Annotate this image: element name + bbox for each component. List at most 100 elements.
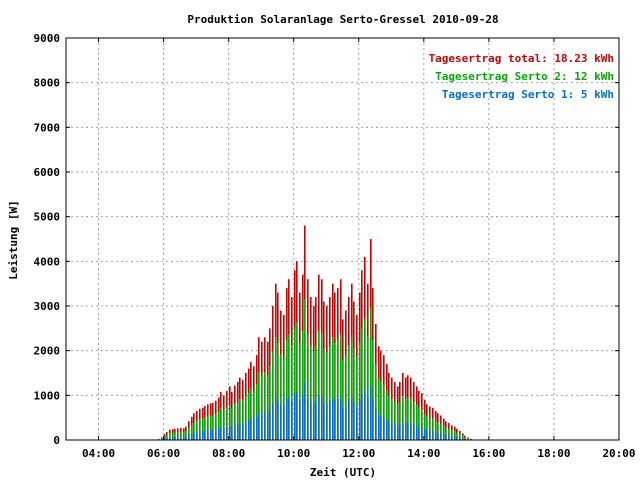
bar-serto1 <box>207 430 209 440</box>
bar-serto1 <box>345 405 347 440</box>
bar-serto1 <box>212 430 214 440</box>
bar-serto1 <box>307 397 309 440</box>
bar-serto1 <box>359 400 361 440</box>
bar-serto1 <box>388 422 390 440</box>
bar-serto1 <box>375 409 377 440</box>
bar-serto1 <box>226 427 228 440</box>
bar-serto1 <box>310 401 312 440</box>
bar-serto1 <box>353 403 355 440</box>
bar-serto1 <box>421 427 423 440</box>
bar-serto1 <box>318 395 320 440</box>
y-tick-label: 8000 <box>34 77 61 90</box>
bar-serto1 <box>397 426 399 440</box>
x-tick-label: 06:00 <box>147 447 180 460</box>
bar-serto1 <box>426 430 428 440</box>
legend-serto2: Tagesertrag Serto 2: 12 kWh <box>435 70 614 83</box>
x-tick-label: 18:00 <box>537 447 570 460</box>
bar-serto1 <box>218 429 220 440</box>
bar-serto1 <box>302 395 304 440</box>
bar-serto1 <box>378 415 380 440</box>
bar-serto1 <box>275 398 277 440</box>
bar-serto1 <box>413 424 415 440</box>
bar-serto1 <box>253 420 255 440</box>
bar-serto1 <box>299 400 301 440</box>
bar-serto1 <box>277 400 279 440</box>
bar-serto1 <box>416 426 418 440</box>
y-tick-label: 7000 <box>34 121 61 134</box>
y-axis-label: Leistung [W] <box>7 200 20 279</box>
bar-serto1 <box>296 392 298 440</box>
bar-serto1 <box>337 399 339 440</box>
y-tick-label: 6000 <box>34 166 61 179</box>
bar-serto1 <box>334 400 336 440</box>
bar-serto1 <box>223 428 225 440</box>
bar-serto1 <box>351 398 353 440</box>
bar-serto1 <box>261 413 263 440</box>
bar-serto1 <box>256 417 258 440</box>
y-tick-label: 4000 <box>34 255 61 268</box>
bar-serto1 <box>280 405 282 440</box>
bar-serto1 <box>372 399 374 440</box>
bar-serto1 <box>451 436 453 440</box>
bar-serto1 <box>210 430 212 440</box>
bar-serto1 <box>380 416 382 440</box>
bar-serto1 <box>291 401 293 440</box>
bar-serto1 <box>364 391 366 440</box>
y-tick-label: 9000 <box>34 32 61 45</box>
bar-serto1 <box>294 394 296 440</box>
x-tick-label: 20:00 <box>602 447 635 460</box>
bar-serto1 <box>288 397 290 440</box>
bar-serto1 <box>234 425 236 440</box>
bar-serto1 <box>267 413 269 440</box>
bar-serto1 <box>229 426 231 440</box>
x-tick-label: 08:00 <box>212 447 245 460</box>
bar-serto1 <box>454 436 456 440</box>
bar-serto1 <box>204 431 206 440</box>
bar-serto1 <box>326 404 328 440</box>
bar-serto1 <box>429 431 431 440</box>
bar-serto1 <box>386 419 388 440</box>
bar-serto1 <box>245 422 247 440</box>
bar-serto1 <box>383 417 385 440</box>
bar-serto1 <box>188 435 190 440</box>
bar-serto1 <box>202 431 204 440</box>
bar-serto1 <box>248 421 250 440</box>
bar-serto1 <box>315 401 317 440</box>
bar-serto1 <box>342 407 344 440</box>
x-tick-label: 14:00 <box>407 447 440 460</box>
bar-serto1 <box>237 424 239 440</box>
bar-serto1 <box>304 382 306 440</box>
y-tick-label: 3000 <box>34 300 61 313</box>
bar-serto1 <box>435 432 437 440</box>
bar-serto1 <box>448 435 450 440</box>
chart-title: Produktion Solaranlage Serto-Gressel 201… <box>187 13 498 26</box>
bar-serto1 <box>272 404 274 440</box>
x-tick-label: 04:00 <box>82 447 115 460</box>
y-tick-label: 0 <box>53 434 60 447</box>
bar-serto1 <box>391 423 393 440</box>
bar-serto1 <box>193 433 195 440</box>
bar-serto1 <box>402 422 404 440</box>
bar-serto1 <box>191 434 193 440</box>
bar-serto1 <box>313 404 315 440</box>
bar-serto1 <box>437 433 439 440</box>
bar-serto1 <box>321 397 323 440</box>
y-tick-label: 2000 <box>34 345 61 358</box>
bar-serto1 <box>283 406 285 440</box>
bar-serto1 <box>231 427 233 440</box>
bar-serto1 <box>329 401 331 440</box>
bar-serto1 <box>399 424 401 440</box>
bar-serto1 <box>367 398 369 440</box>
bar-serto1 <box>440 433 442 440</box>
bar-serto1 <box>432 431 434 440</box>
bar-serto1 <box>340 397 342 440</box>
bar-serto1 <box>443 434 445 440</box>
bar-serto1 <box>264 412 266 440</box>
y-tick-label: 1000 <box>34 389 61 402</box>
bar-serto1 <box>348 401 350 440</box>
bar-serto1 <box>394 424 396 440</box>
bar-serto1 <box>323 403 325 440</box>
bar-serto1 <box>185 436 187 440</box>
